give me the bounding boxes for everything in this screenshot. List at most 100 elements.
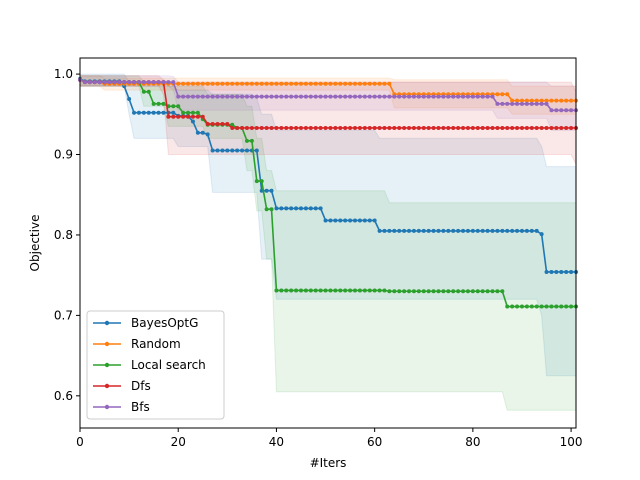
series-0-point-46 — [303, 206, 308, 211]
series-0-point-70 — [421, 228, 426, 233]
series-3-point-90 — [519, 125, 524, 130]
legend-marker-2 — [104, 362, 110, 368]
series-1-point-40 — [274, 81, 279, 86]
series-4-point-100 — [569, 108, 574, 113]
series-1-point-57 — [357, 81, 362, 86]
series-2-point-47 — [308, 288, 313, 293]
series-2-point-78 — [461, 289, 466, 294]
series-2-point-79 — [465, 289, 470, 294]
series-1-point-33 — [240, 81, 245, 86]
series-0-point-88 — [510, 228, 515, 233]
series-0-point-31 — [230, 148, 235, 153]
x-tick-label-1: 20 — [171, 435, 186, 449]
series-2-point-74 — [441, 289, 446, 294]
series-4-point-96 — [549, 108, 554, 113]
series-4-point-78 — [461, 94, 466, 99]
series-2-point-41 — [279, 288, 284, 293]
series-2-point-65 — [397, 289, 402, 294]
y-tick-label-1: 0.7 — [54, 308, 73, 322]
series-2-point-62 — [382, 288, 387, 293]
series-3-point-66 — [402, 125, 407, 130]
series-4-point-89 — [515, 101, 520, 106]
series-0-point-12 — [136, 110, 141, 115]
series-3-point-78 — [461, 125, 466, 130]
series-3-point-49 — [318, 125, 323, 130]
series-2-point-34 — [244, 138, 249, 143]
series-2-point-51 — [328, 288, 333, 293]
legend-marker-4 — [104, 404, 110, 410]
series-0-point-76 — [451, 228, 456, 233]
series-4-point-53 — [338, 94, 343, 99]
series-1-point-88 — [510, 98, 515, 103]
series-4-point-63 — [387, 94, 392, 99]
series-4-point-84 — [490, 94, 495, 99]
series-2-point-83 — [485, 289, 490, 294]
series-2-point-40 — [274, 288, 279, 293]
series-1-point-49 — [318, 81, 323, 86]
series-4-point-64 — [392, 94, 397, 99]
series-1-point-28 — [215, 81, 220, 86]
series-4-point-36 — [254, 94, 259, 99]
series-0-point-56 — [353, 218, 358, 223]
series-0-point-96 — [549, 269, 554, 274]
series-1-point-61 — [377, 81, 382, 86]
series-1-point-39 — [269, 81, 274, 86]
legend-label-1: Random — [131, 337, 181, 351]
series-4-point-90 — [519, 101, 524, 106]
series-0-point-89 — [515, 228, 520, 233]
series-0-point-75 — [446, 228, 451, 233]
series-3-point-65 — [397, 125, 402, 130]
series-4-point-33 — [240, 94, 245, 99]
series-0-point-90 — [519, 228, 524, 233]
series-4-point-40 — [274, 94, 279, 99]
series-3-point-40 — [274, 125, 279, 130]
series-1-point-43 — [289, 81, 294, 86]
series-1-point-31 — [230, 81, 235, 86]
series-0-point-61 — [377, 228, 382, 233]
series-1-point-48 — [313, 81, 318, 86]
y-tick-label-0: 0.6 — [54, 389, 73, 403]
series-0-point-49 — [318, 206, 323, 211]
series-4-point-3 — [92, 80, 97, 85]
series-0-point-33 — [240, 148, 245, 153]
series-4-point-77 — [456, 94, 461, 99]
series-4-point-69 — [416, 94, 421, 99]
series-4-point-56 — [353, 94, 358, 99]
legend-marker-3 — [104, 383, 110, 389]
series-4-point-35 — [249, 94, 254, 99]
series-2-point-14 — [146, 89, 151, 94]
series-2-point-16 — [156, 101, 161, 106]
series-4-point-32 — [235, 94, 240, 99]
series-2-point-36 — [254, 179, 259, 184]
series-0-point-39 — [269, 188, 274, 193]
series-1-point-46 — [303, 81, 308, 86]
series-1-point-92 — [529, 98, 534, 103]
series-4-point-42 — [284, 94, 289, 99]
series-1-point-50 — [323, 81, 328, 86]
series-2-point-66 — [402, 289, 407, 294]
series-4-point-43 — [289, 94, 294, 99]
series-3-point-82 — [480, 125, 485, 130]
series-3-point-25 — [200, 114, 205, 119]
series-2-point-97 — [554, 304, 559, 309]
series-1-point-52 — [333, 81, 338, 86]
series-1-point-47 — [308, 81, 313, 86]
series-4-point-48 — [313, 94, 318, 99]
series-0-point-17 — [161, 110, 166, 115]
series-0-point-65 — [397, 228, 402, 233]
series-2-point-67 — [407, 289, 412, 294]
series-3-point-100 — [569, 125, 574, 130]
series-0-point-93 — [534, 228, 539, 233]
series-0-point-53 — [338, 218, 343, 223]
series-4-point-25 — [200, 94, 205, 99]
series-2-point-75 — [446, 289, 451, 294]
series-0-point-29 — [220, 148, 225, 153]
series-1-point-22 — [186, 81, 191, 86]
series-0-point-69 — [416, 228, 421, 233]
series-lines — [78, 76, 578, 309]
series-3-point-42 — [284, 125, 289, 130]
series-0-point-83 — [485, 228, 490, 233]
series-4-point-22 — [186, 94, 191, 99]
series-0-point-86 — [500, 228, 505, 233]
series-4-point-18 — [166, 80, 171, 85]
